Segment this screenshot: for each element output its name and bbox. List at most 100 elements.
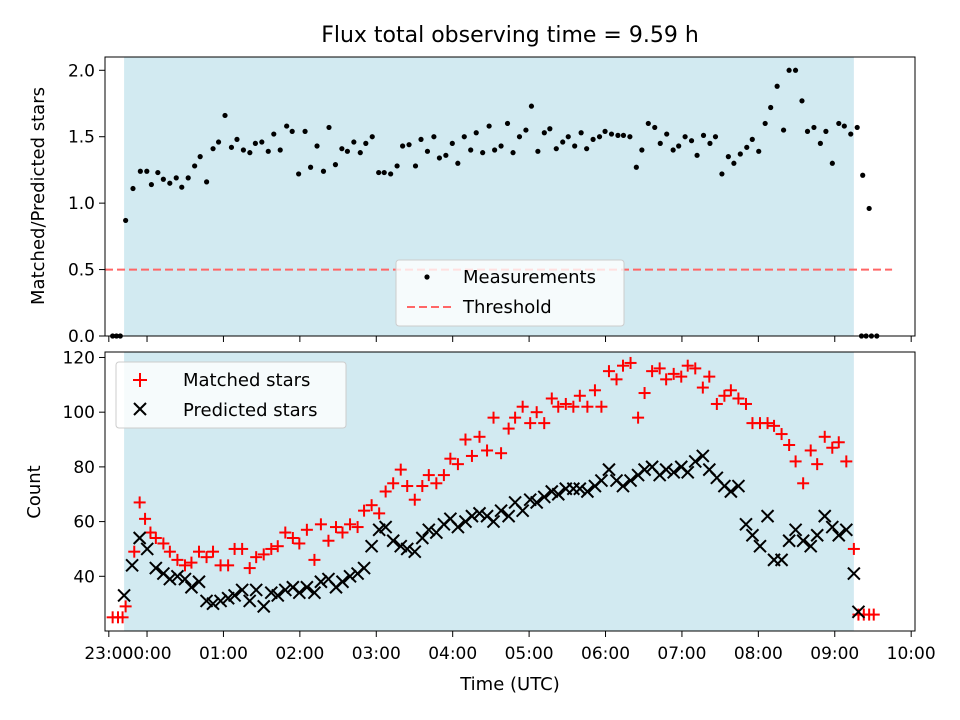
predicted-star-point: [745, 528, 760, 542]
predicted-star-point: [125, 558, 139, 573]
matched-star-point: [867, 608, 880, 621]
measurement-point: [449, 140, 455, 146]
predicted-x-b: [529, 495, 544, 510]
matched-star-point: [495, 447, 508, 460]
matched-star-point: [422, 469, 435, 482]
matched-star-point: [128, 545, 141, 558]
measurement-point: [234, 136, 240, 142]
matched-star-point: [775, 428, 788, 441]
predicted-star-point: [537, 490, 551, 504]
measurement-point: [210, 146, 216, 152]
matched-star-point: [416, 480, 429, 493]
matched-star-point: [783, 439, 796, 451]
measurement-point: [565, 134, 571, 140]
measurement-point: [731, 160, 737, 166]
ratio-x-ticks: [108, 336, 912, 342]
matched-star-point: [481, 444, 494, 457]
predicted-star-point: [580, 484, 595, 499]
predicted-x-b: [125, 558, 139, 573]
measurement-point: [664, 131, 670, 137]
measurement-point: [240, 147, 247, 153]
measurement-point: [848, 131, 854, 137]
matched-star-point: [222, 559, 235, 572]
matched-star-point: [703, 370, 716, 383]
predicted-x-b: [451, 520, 465, 534]
matched-star-point: [616, 359, 629, 372]
measurement-point: [247, 150, 253, 156]
predicted-star-point: [731, 479, 746, 493]
measurement-point: [792, 67, 799, 73]
matched-star-point: [811, 458, 824, 471]
predicted-x-b: [321, 572, 336, 586]
measurement-point: [351, 139, 357, 145]
predicted-star-point: [235, 583, 249, 597]
ratio-points: [110, 67, 880, 339]
matched-star-point: [133, 496, 146, 509]
matched-star-point: [530, 406, 543, 419]
measurement-point: [602, 128, 608, 134]
predicted-star-point: [422, 523, 436, 537]
predicted-x-b: [573, 482, 587, 496]
predicted-x-b: [551, 487, 565, 501]
matched-star-point: [588, 384, 601, 397]
matched-star-point: [365, 499, 378, 512]
predicted-star-point: [760, 509, 775, 523]
counts-plot-frame: [104, 351, 916, 632]
predicted-x-b: [851, 605, 866, 619]
measurement-point: [424, 148, 431, 154]
measurement-point: [473, 130, 479, 136]
matched-star-point: [437, 469, 450, 482]
predicted-star-point: [515, 503, 530, 518]
measurement-point: [786, 67, 792, 73]
predicted-x-b: [178, 572, 192, 586]
measurement-point: [584, 146, 590, 152]
predicted-x-b: [314, 575, 328, 589]
measurement-point: [160, 176, 166, 182]
predicted-x-b: [249, 583, 263, 597]
predicted-x-b: [257, 599, 271, 614]
measurement-point: [130, 185, 136, 192]
matched-star-point: [660, 373, 673, 386]
predicted-star-point: [616, 479, 630, 493]
predicted-x-b: [804, 539, 818, 553]
matched-star-point: [387, 477, 400, 490]
predicted-star-point: [132, 531, 147, 545]
matched-star-point: [624, 356, 637, 369]
matched-star-point: [394, 463, 407, 476]
predicted-star-point: [681, 465, 695, 480]
measurement-point: [780, 127, 787, 133]
measurement-point: [431, 134, 437, 140]
predicted-star-point: [573, 482, 587, 496]
counts-y-axis: 40 60 80 100 120: [63, 348, 105, 587]
predicted-x-b: [616, 479, 630, 493]
matched-star-point: [509, 411, 522, 424]
matched-star-point: [149, 532, 162, 544]
matched-star-point: [516, 400, 529, 413]
matched-star-point: [559, 397, 572, 410]
measurement-point: [144, 168, 150, 174]
matched-star-point: [646, 365, 659, 378]
measurement-point: [259, 139, 265, 145]
matched-star-point: [314, 518, 327, 531]
matched-star-point: [139, 512, 152, 525]
predicted-x-b: [696, 449, 710, 463]
measurement-point: [357, 150, 363, 156]
measurement-point: [528, 103, 535, 109]
predicted-star-point: [242, 594, 257, 608]
x-axis-label: Time (UTC): [459, 674, 560, 695]
measurement-point: [749, 136, 755, 142]
y-tick-label: 100: [63, 403, 95, 423]
predicted-x-b: [422, 523, 436, 537]
matched-star-point: [178, 559, 191, 572]
predicted-star-point: [623, 473, 638, 488]
predicted-x-b: [537, 490, 551, 504]
predicted-x-b: [731, 479, 746, 493]
measurement-point: [516, 134, 523, 140]
measurement-point: [400, 143, 406, 149]
predicted-x-b: [386, 534, 400, 548]
predicted-x-b: [486, 514, 501, 529]
measurement-point: [192, 163, 198, 169]
matched-star-point: [257, 548, 270, 561]
y-tick-label: 40: [73, 567, 95, 587]
